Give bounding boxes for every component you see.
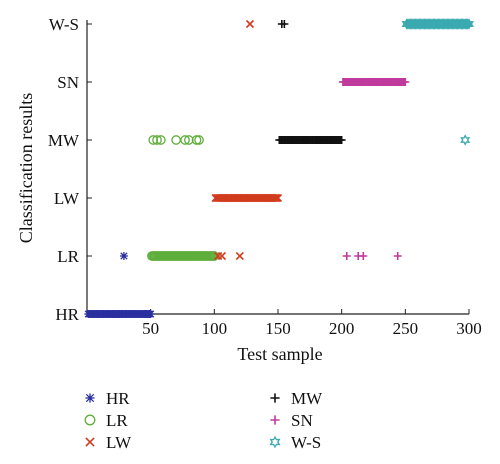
x-tick-label: 300 bbox=[456, 319, 482, 338]
data-point bbox=[273, 193, 283, 203]
x-tick-label: 100 bbox=[202, 319, 228, 338]
data-point bbox=[280, 20, 289, 28]
legend-item-lr: LR bbox=[84, 411, 128, 430]
series-hr bbox=[84, 252, 155, 318]
data-marks bbox=[84, 18, 475, 318]
legend-marker bbox=[270, 393, 280, 403]
data-point bbox=[156, 135, 166, 145]
y-tick-label: HR bbox=[55, 305, 79, 324]
y-tick-label: LR bbox=[57, 247, 79, 266]
x-tick-label: 200 bbox=[329, 319, 355, 338]
x-axis-title: Test sample bbox=[237, 344, 322, 364]
data-point bbox=[460, 134, 471, 146]
data-point bbox=[235, 251, 244, 261]
legend-item-lw: LW bbox=[85, 433, 132, 452]
data-point bbox=[401, 78, 410, 86]
series-mw bbox=[275, 20, 346, 144]
x-tick-label: 250 bbox=[393, 319, 419, 338]
x-tick-label: 150 bbox=[265, 319, 291, 338]
y-tick-label: SN bbox=[57, 73, 79, 92]
series-w-s bbox=[401, 18, 475, 146]
data-point bbox=[194, 135, 204, 145]
data-point bbox=[191, 135, 202, 145]
data-point bbox=[146, 310, 155, 318]
data-point bbox=[148, 135, 159, 145]
legend-marker bbox=[270, 415, 280, 425]
axes: 50 100 150 200 250 300 HR LR LW MW SN W-S bbox=[48, 15, 482, 338]
y-tick-label: LW bbox=[54, 189, 80, 208]
legend-marker bbox=[269, 435, 281, 449]
legend-marker bbox=[84, 414, 96, 426]
data-point bbox=[393, 252, 402, 260]
legend-item-mw: MW bbox=[270, 389, 323, 408]
data-point bbox=[463, 18, 475, 30]
legend-label: LW bbox=[106, 433, 132, 452]
legend-label: HR bbox=[106, 389, 130, 408]
data-point bbox=[171, 135, 181, 145]
data-point bbox=[152, 135, 162, 145]
series-lw bbox=[211, 19, 283, 261]
x-tick-label: 50 bbox=[142, 319, 159, 338]
data-point bbox=[217, 251, 227, 261]
data-point bbox=[184, 135, 194, 145]
data-point bbox=[180, 135, 190, 145]
legend-item-sn: SN bbox=[270, 411, 313, 430]
legend: HR LR LW MW SN W-S bbox=[84, 389, 323, 452]
legend-marker bbox=[85, 393, 95, 403]
y-tick-label: MW bbox=[48, 131, 80, 150]
y-tick-label: W-S bbox=[49, 15, 79, 34]
series-lr bbox=[147, 135, 220, 261]
legend-item-hr: HR bbox=[85, 389, 130, 408]
legend-label: LR bbox=[106, 411, 128, 430]
y-axis-title: Classification results bbox=[16, 93, 36, 243]
legend-marker bbox=[85, 437, 95, 447]
data-point bbox=[342, 252, 351, 260]
data-point bbox=[359, 252, 368, 260]
data-point bbox=[337, 136, 346, 144]
legend-item-w-s: W-S bbox=[269, 433, 321, 452]
legend-label: W-S bbox=[291, 433, 321, 452]
data-point bbox=[272, 193, 281, 203]
legend-label: MW bbox=[291, 389, 323, 408]
data-point bbox=[271, 193, 280, 203]
legend-label: SN bbox=[291, 411, 313, 430]
data-point bbox=[245, 19, 255, 29]
data-point bbox=[119, 252, 128, 260]
series-sn bbox=[338, 78, 410, 260]
